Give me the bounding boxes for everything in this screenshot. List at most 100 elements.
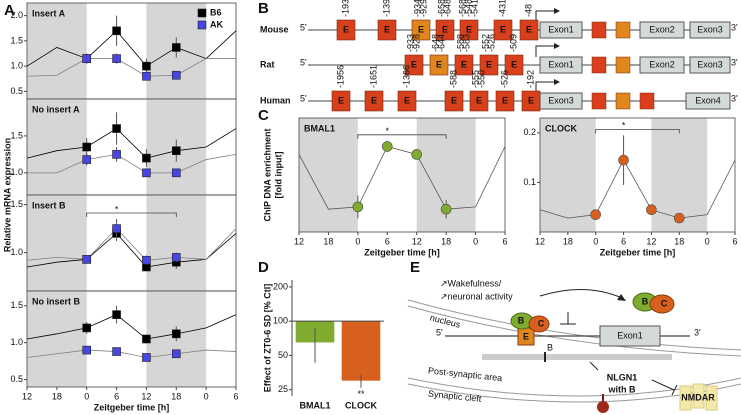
chart-title: No insert A [32,104,80,114]
e-box-label: E [384,24,390,34]
panel-label: C [258,107,269,124]
position-label: -648 [430,34,440,52]
marker [171,43,181,52]
strand-end: 3' [694,327,701,337]
e-box-label: E [476,95,482,105]
marker [171,253,181,262]
strand-end: 5' [300,57,307,67]
e-box-label: E [371,95,377,105]
exon-label: Exon4 [695,95,721,105]
plot-frame [539,117,736,233]
exon-label: Exon1 [617,330,643,340]
tss-arrow [535,10,556,22]
e-box [404,54,424,76]
e-box-label: E [511,59,517,69]
position-label: -933 [405,34,415,52]
series-line [26,232,237,268]
panel-label: D [258,259,269,276]
position-label: -934 [412,0,422,17]
x-tick-label: 0 [84,391,89,401]
nlgn1-protein [597,401,609,413]
position-label: -48 [523,4,533,17]
y-tick-label: 1.5 [10,199,23,209]
inhibition [651,379,675,391]
exon [639,56,685,74]
position-label: -928 [411,34,421,52]
marker [590,209,602,220]
strand-end: 5' [300,22,307,32]
e-box-label: E [466,24,472,34]
protein-label: C [661,298,668,308]
e-box-label: E [442,24,448,34]
e-box-label: E [338,95,344,105]
x-tick-label: 18 [674,236,684,246]
e-box-small [615,56,631,74]
y-tick-label: 1.0 [10,61,23,71]
e-box-small [591,56,607,74]
e-box [336,19,356,41]
e-box-small [639,92,655,110]
cleft-label: Synaptic cleft [428,388,483,404]
position-label: -1366 [401,65,411,88]
position-label: -583 [461,34,471,52]
position-label: -541 [469,0,479,17]
marker [171,70,181,80]
x-axis-label: Zeitgeber time [h] [94,402,170,412]
nmdar-subunit [692,383,705,409]
exon-label: Exon3 [697,24,723,34]
tss-arrow [535,81,556,93]
significance-bracket [86,212,177,217]
significance-label: * [115,204,119,214]
marker [411,149,423,160]
position-label: -648 [442,0,452,17]
exon [685,92,731,110]
y-tick-label: 2.0 [10,10,23,20]
marker [142,334,151,344]
chart-title: Insert A [32,8,66,18]
position-label: -526 [486,34,496,52]
arrow [589,361,599,371]
y-axis-label: [fold input] [273,152,283,199]
y-tick-label: 1.5 [10,300,23,310]
exon [689,21,731,39]
annotation: ** [357,389,365,399]
marker [112,26,121,36]
strand-end: 3' [731,22,738,32]
x-axis-label: Zeitgeber time [h] [600,247,676,257]
clock-protein [649,294,675,314]
exon-label: Exon1 [548,59,574,69]
position-label: -568 [457,0,467,17]
legend-marker [197,8,207,18]
e-box [429,54,449,76]
e-box [459,19,479,41]
x-tick-label: 6 [732,236,737,246]
e-box [364,90,384,112]
marker [352,201,364,213]
nlgn1-label: NLGN1 [607,372,638,382]
chart-title: BMAL1 [304,123,335,133]
position-label: -588 [448,70,458,88]
y-tick-label: 0.5 [10,86,23,96]
gene-bar [482,354,672,360]
e-box [444,90,464,112]
x-tick-label: 18 [171,391,181,401]
y-axis-label: Effect of ZT0-6 SD [% Ctl] [262,284,272,393]
shade [146,195,207,291]
y-tick-label: 200 [273,281,288,291]
marker [618,154,629,166]
y-tick-label: 1.5 [10,130,23,140]
x-tick-label: 6 [502,236,507,246]
position-label: -555 [470,70,480,88]
e-box-label: E [436,59,442,69]
position-label: -929 [418,0,428,17]
e-box-small [615,21,631,39]
x-tick-label: 18 [563,236,573,246]
exon-label: Exon3 [548,95,574,105]
marker [142,255,151,265]
series-line [539,159,736,219]
x-tick-label: 6 [621,236,626,246]
e-box-label: E [523,331,529,341]
y-axis-label: Relative mRNA expression [2,138,12,252]
position-label: -1390 [381,0,391,17]
e-box [519,19,539,41]
